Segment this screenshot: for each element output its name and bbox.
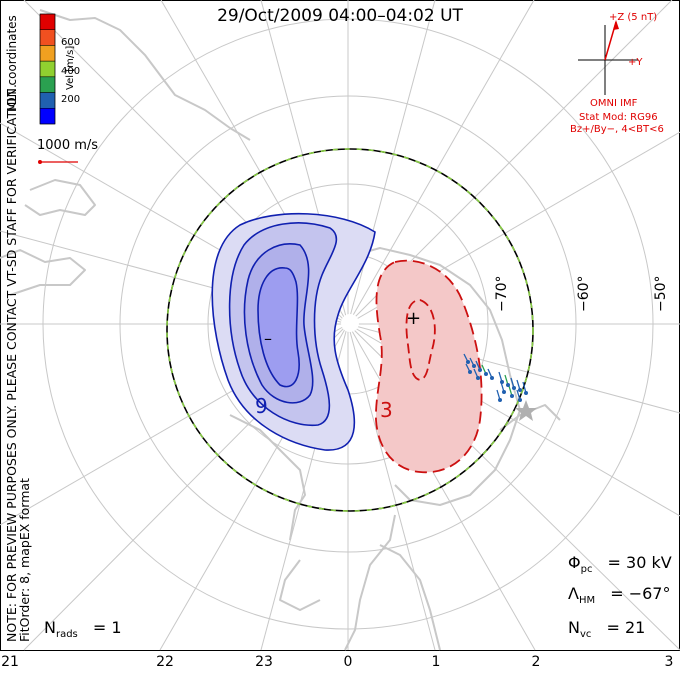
vector-dot: [476, 376, 480, 380]
coordinate-system-label: MLT coordinates: [5, 15, 19, 112]
colorbar-swatch: [39, 29, 56, 46]
stat-lambda-symbol: Λ: [568, 584, 579, 603]
meridian-line: [347, 323, 436, 651]
colorbar-tick-200: 200: [61, 94, 81, 105]
stat-nvc-symbol: N: [568, 618, 580, 637]
imf-y-label: +Y: [628, 57, 643, 68]
lat-label-50: −50°: [653, 275, 669, 312]
imf-z-label: +Z (5 nT): [609, 12, 658, 23]
vector-dot: [518, 398, 522, 402]
stat-lambda-hm: ΛHM = −67°: [568, 584, 671, 606]
stat-phi-symbol: Φ: [568, 553, 581, 572]
radar-site-star-icon: [515, 400, 537, 421]
coastline: [344, 514, 396, 651]
potential-min-marker: –: [264, 329, 272, 348]
colorbar-swatch: [39, 92, 56, 109]
coastline: [279, 559, 321, 611]
mlt-label-21: 21: [1, 654, 19, 670]
colorbar-frame: [39, 13, 56, 125]
imf-arrow-icon: [613, 20, 619, 30]
vector-dot: [506, 383, 510, 387]
colorbar-swatch: [39, 76, 56, 93]
mlt-label-22: 22: [156, 654, 174, 670]
colorbar-swatch: [39, 60, 56, 78]
mlt-label-0: 0: [343, 654, 353, 670]
vector-dot: [498, 398, 502, 402]
vector-dot: [500, 380, 504, 384]
colorbar-swatch: [39, 108, 56, 125]
contour-positive-outer: [375, 259, 483, 474]
stat-phi-sub: pc: [580, 564, 593, 575]
colorbar-swatch: [39, 45, 56, 62]
mlt-label-3: 3: [664, 654, 674, 670]
imf-source-label: OMNI IMF: [590, 98, 638, 109]
stat-nrads-symbol: N: [44, 618, 56, 637]
vector-dot: [472, 364, 476, 368]
scale-vector-dot: [38, 160, 42, 164]
contour-label-positive: 3: [380, 398, 393, 422]
negative-potential-cell: [211, 212, 376, 451]
vector-dot: [468, 370, 472, 374]
stat-nvc-value: = 21: [606, 618, 646, 637]
vector-origins: [466, 360, 528, 402]
vector-dot: [478, 368, 482, 372]
map-title: 29/Oct/2009 04:00–04:02 UT: [217, 6, 463, 26]
vector-dot: [518, 388, 522, 392]
potential-max-marker: +: [406, 308, 422, 329]
coastline: [229, 414, 306, 541]
mlt-label-2: 2: [531, 654, 541, 670]
contour-positive-inner: [405, 299, 436, 381]
vector-dot: [502, 390, 506, 394]
scale-vector-label: 1000 m/s: [37, 138, 99, 153]
imf-dial: [578, 20, 638, 95]
coastlines: [0, 9, 561, 651]
positive-potential-cell: [375, 259, 483, 474]
stat-nvc-sub: vc: [579, 629, 592, 640]
stat-nrads-sub: rads: [55, 629, 78, 640]
mlt-label-23: 23: [255, 654, 273, 670]
coastline: [39, 9, 251, 141]
hm-boundary-dash: [166, 148, 534, 512]
stat-n-vc: Nvc = 21: [568, 618, 646, 640]
contour-label-negative: 6: [255, 393, 268, 417]
imf-condition-label: Bz+/By−, 4<BT<6: [570, 124, 664, 135]
velocity-colorbar: [39, 13, 56, 125]
vector-dot: [510, 394, 514, 398]
colorbar-tick-400: 400: [61, 66, 81, 77]
meridian-line: [347, 0, 436, 325]
colorbar-tick-600: 600: [61, 37, 81, 48]
mlt-label-1: 1: [431, 654, 441, 670]
vector-dot: [490, 376, 494, 380]
contour-negative-core: [257, 267, 300, 388]
coastline: [24, 179, 96, 216]
vector-dot: [484, 372, 488, 376]
vector-dot: [512, 386, 516, 390]
pole-marker: [341, 314, 359, 332]
imf-model-label: Stat Mod: RG96: [579, 112, 658, 123]
lat-label-60: −60°: [576, 275, 592, 312]
coastline: [354, 247, 521, 506]
stat-phi-pc: Φpc = 30 kV: [568, 553, 672, 575]
stat-nrads-value: = 1: [92, 618, 122, 637]
note-line-2: FitOrder: 8, mapEX format: [17, 478, 32, 642]
coastline: [0, 249, 86, 296]
vector-dot: [466, 360, 470, 364]
vector-dot: [524, 391, 528, 395]
coastline: [379, 544, 441, 651]
stat-phi-value: = 30 kV: [607, 553, 672, 572]
meridian-line: [347, 0, 535, 325]
preview-note: NOTE: FOR PREVIEW PURPOSES ONLY. PLEASE …: [4, 84, 32, 642]
stat-lambda-value: = −67°: [610, 584, 671, 603]
lat-label-70: −70°: [494, 275, 510, 312]
stat-n-rads: Nrads = 1: [44, 618, 122, 640]
stat-lambda-sub: HM: [578, 595, 596, 606]
